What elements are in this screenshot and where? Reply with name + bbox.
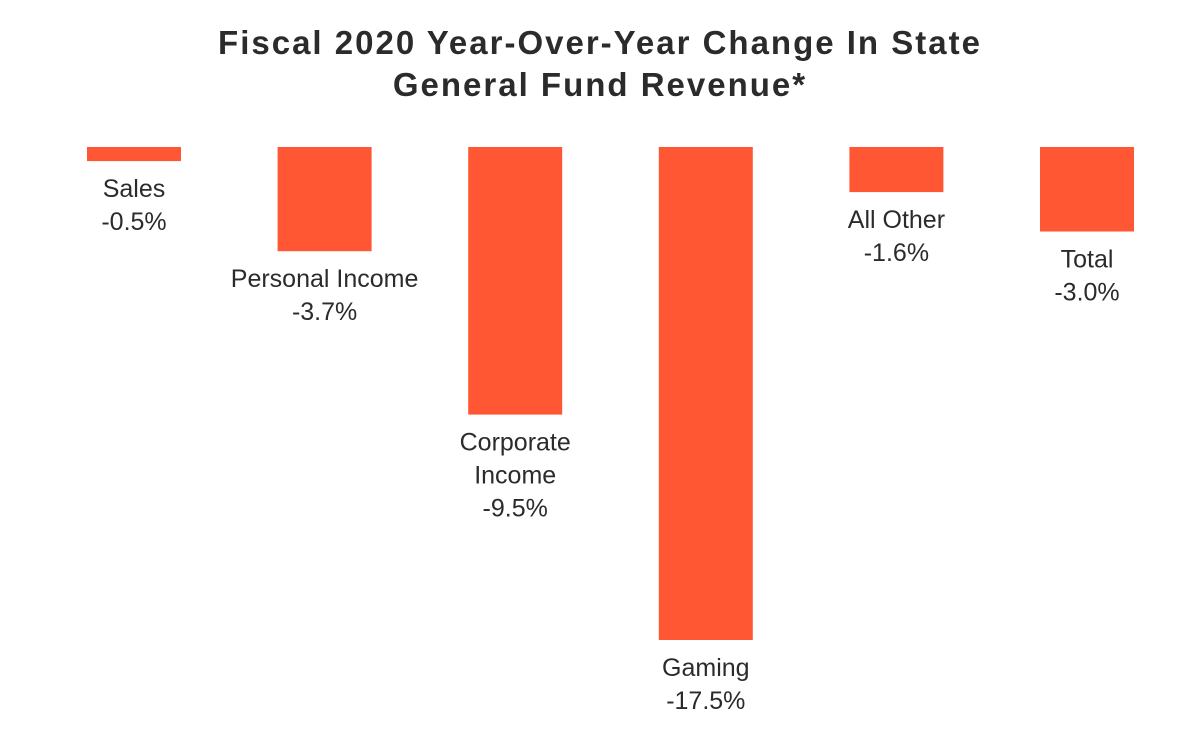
category-label-1-0: Personal Income	[231, 265, 419, 293]
chart-title: Fiscal 2020 Year-Over-Year Change In Sta…	[0, 22, 1200, 106]
bar-1	[277, 147, 372, 252]
value-label-0: -0.5%	[101, 208, 166, 236]
chart-title-line-2: General Fund Revenue*	[392, 66, 808, 103]
chart-title-line-1: Fiscal 2020 Year-Over-Year Change In Sta…	[218, 24, 982, 61]
category-label-4-0: All Other	[848, 206, 945, 234]
value-label-3: -17.5%	[666, 687, 745, 715]
value-label-5: -3.0%	[1054, 279, 1119, 307]
bar-2	[468, 147, 563, 415]
bar-3	[658, 147, 753, 640]
category-label-0-0: Sales	[103, 175, 166, 203]
bar-4	[849, 147, 944, 193]
value-label-2: -9.5%	[483, 495, 548, 523]
value-label-1: -3.7%	[292, 298, 357, 326]
value-label-4: -1.6%	[864, 239, 929, 267]
category-label-2-0: Corporate	[460, 429, 571, 457]
category-label-2-1: Income	[474, 462, 556, 490]
bar-0	[87, 147, 181, 162]
category-label-3-0: Gaming	[662, 654, 750, 682]
category-label-5-0: Total	[1061, 246, 1114, 274]
bar-5	[1040, 147, 1134, 232]
